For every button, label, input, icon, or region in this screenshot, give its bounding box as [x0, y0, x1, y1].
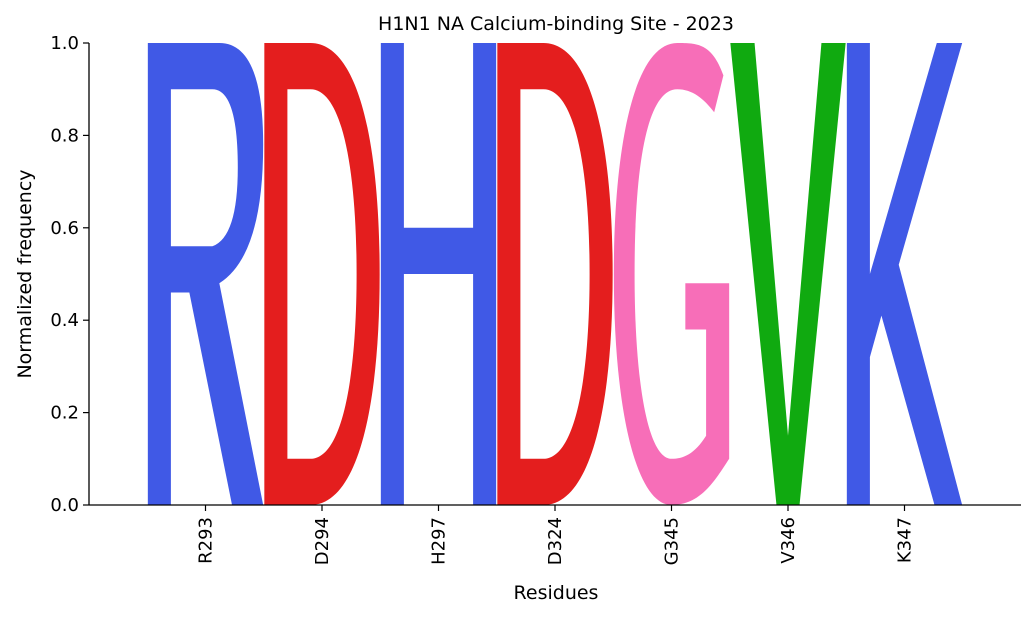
y-tick-label: 1.0 [50, 33, 79, 54]
chart-title: H1N1 NA Calcium-binding Site - 2023 [378, 13, 734, 35]
x-tick-label: D324 [545, 517, 566, 565]
letters-layer [147, 43, 963, 505]
logo-letter-d-d324 [497, 43, 613, 505]
x-tick-label: K347 [895, 517, 916, 563]
logo-letter-glyph [147, 43, 264, 505]
logo-letter-glyph [264, 43, 380, 505]
y-tick-label: 0.8 [50, 125, 79, 146]
logo-letter-h-h297 [380, 43, 497, 505]
x-tick-label: R293 [196, 517, 217, 564]
x-tick-label: H297 [429, 517, 450, 565]
x-ticks: R293 D294 H297 D324 G345 V346 K347 [196, 505, 916, 565]
logo-letter-g-g345 [613, 43, 730, 505]
x-axis-label: Residues [514, 582, 599, 604]
y-ticks: 0.0 0.2 0.4 0.6 0.8 1.0 [50, 33, 89, 516]
y-tick-label: 0.2 [50, 403, 79, 424]
y-tick-label: 0.4 [50, 310, 79, 331]
logo-letter-k-k347 [846, 43, 963, 505]
y-tick-label: 0.0 [50, 495, 79, 516]
logo-letter-glyph [846, 43, 963, 505]
logo-letter-r-r293 [147, 43, 264, 505]
logo-letter-d-d294 [264, 43, 380, 505]
logo-letter-glyph [730, 43, 846, 505]
logo-letter-glyph [613, 43, 730, 505]
logo-letter-glyph [497, 43, 613, 505]
logo-letter-glyph [380, 43, 497, 505]
x-tick-label: D294 [312, 517, 333, 565]
logo-letter-v-v346 [730, 43, 846, 505]
x-tick-label: G345 [662, 517, 683, 565]
y-tick-label: 0.6 [50, 218, 79, 239]
x-tick-label: V346 [778, 517, 799, 564]
y-axis-label: Normalized frequency [14, 169, 36, 378]
